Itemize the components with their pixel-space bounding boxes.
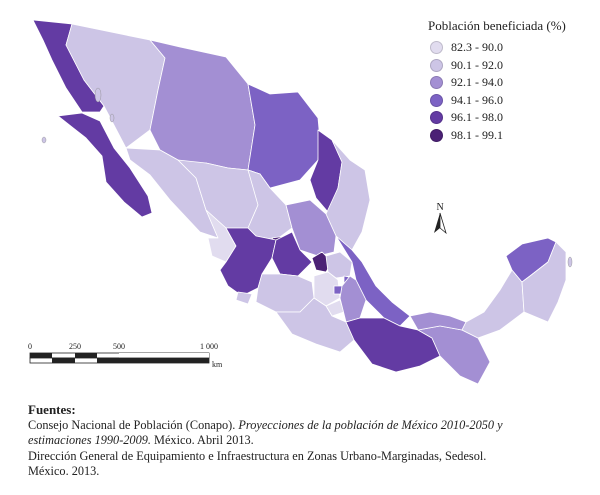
legend-item: 82.3 - 90.0 — [426, 39, 596, 57]
north-arrow: N — [434, 202, 447, 235]
legend-item: 98.1 - 99.1 — [426, 127, 596, 145]
legend-swatch — [430, 58, 443, 72]
legend-swatch — [430, 111, 443, 125]
sources-block: Fuentes: Consejo Nacional de Población (… — [28, 402, 588, 480]
legend-label: 82.3 - 90.0 — [451, 40, 503, 55]
source-line: Dirección General de Equipamiento e Infr… — [28, 448, 487, 463]
state-guanajuato[interactable] — [271, 231, 313, 277]
scale-tick-1000: 1 000 — [200, 342, 218, 351]
state-campeche[interactable] — [461, 269, 525, 339]
legend-swatch — [430, 76, 443, 90]
mexico-map: N 0 250 500 1 000 km — [28, 19, 573, 385]
legend-item: 94.1 - 96.0 — [426, 92, 596, 110]
state-san-luis-potosi[interactable] — [285, 199, 337, 257]
source-line: Consejo Nacional de Población (Conapo). … — [28, 418, 588, 434]
state-quintana-roo[interactable] — [521, 241, 567, 323]
legend-swatch — [430, 93, 443, 107]
source-text: México. Abril 2013. — [150, 433, 254, 447]
state-coahuila[interactable] — [247, 83, 321, 189]
state-colima[interactable] — [235, 291, 253, 305]
legend-title: Población beneficiada (%) — [428, 18, 566, 33]
legend-item: 92.1 - 94.0 — [426, 74, 596, 92]
legend-item: 90.1 - 92.0 — [426, 57, 596, 75]
source-title: estimaciones 1990-2009. — [28, 433, 151, 447]
sources-heading: Fuentes: — [28, 402, 76, 417]
source-line: estimaciones 1990-2009. México. Abril 20… — [28, 433, 588, 449]
legend-swatch — [430, 41, 443, 55]
legend-label: 92.1 - 94.0 — [451, 75, 503, 90]
state-veracruz[interactable] — [335, 235, 411, 327]
state-michoacan[interactable] — [255, 273, 315, 313]
scale-unit: km — [212, 360, 223, 369]
legend-label: 96.1 - 98.0 — [451, 110, 503, 125]
scale-tick-500: 500 — [113, 342, 125, 351]
scale-tick-0: 0 — [28, 342, 32, 351]
islands — [41, 87, 573, 268]
north-label: N — [437, 202, 444, 213]
state-baja-california-sur[interactable] — [57, 112, 153, 218]
scale-bar: 0 250 500 1 000 km — [28, 342, 223, 369]
legend-label: 90.1 - 92.0 — [451, 57, 503, 72]
legend-swatch — [430, 128, 443, 142]
legend-label: 94.1 - 96.0 — [451, 92, 503, 107]
legend: Población beneficiada (%) 82.3 - 90.0 90… — [426, 18, 596, 144]
state-zacatecas[interactable] — [247, 169, 293, 241]
legend-label: 98.1 - 99.1 — [451, 127, 503, 142]
scale-tick-250: 250 — [69, 342, 81, 351]
legend-item: 96.1 - 98.0 — [426, 109, 596, 127]
source-line: México. 2013. — [28, 464, 100, 478]
source-title: Proyecciones de la población de México 2… — [238, 417, 503, 432]
source-text: Consejo Nacional de Población (Conapo). — [28, 417, 239, 432]
